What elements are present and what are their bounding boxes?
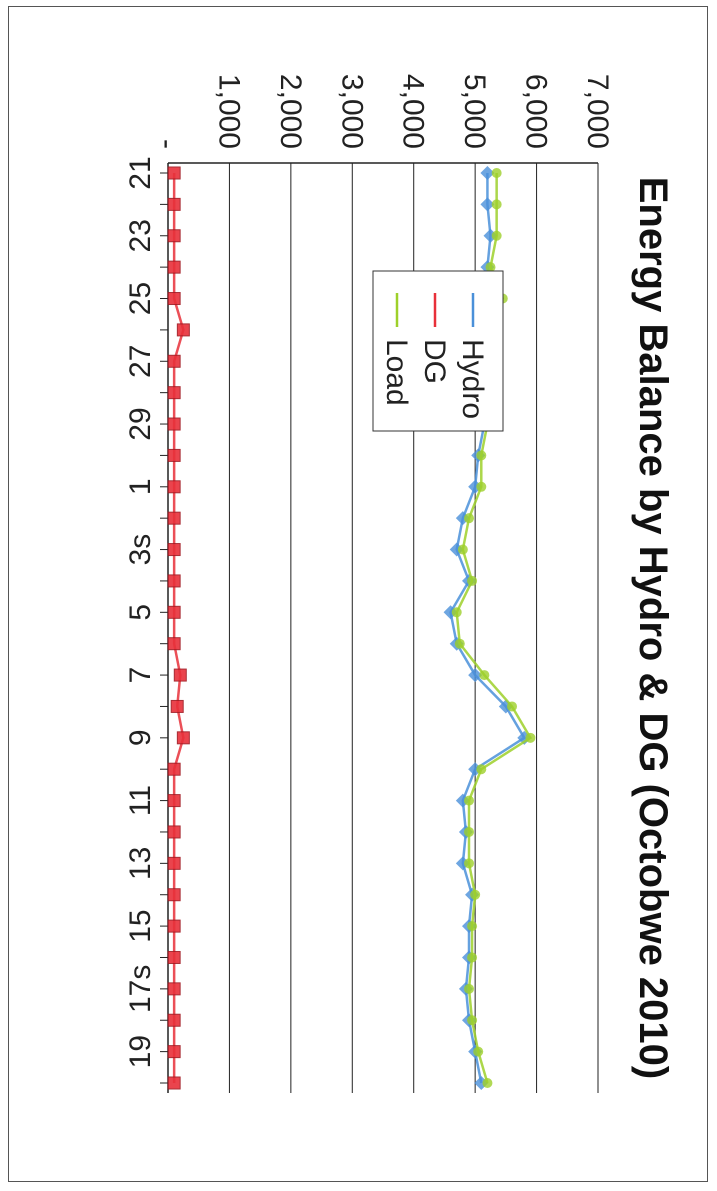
x-tick-label: 11 <box>124 785 157 816</box>
legend-item: Load <box>380 293 413 406</box>
data-point-load <box>464 826 474 837</box>
x-tick-label: 9 <box>124 729 157 746</box>
data-point-dg <box>167 794 181 808</box>
x-tick-label: 3s <box>124 534 157 566</box>
data-point-dg <box>167 762 181 776</box>
y-tick-label: 1,000 <box>212 74 245 149</box>
data-point-load <box>470 889 481 900</box>
data-point-dg <box>167 260 181 274</box>
data-point-dg <box>167 354 181 368</box>
legend-label: Load <box>380 339 413 406</box>
x-tick-label: 15 <box>124 909 157 942</box>
data-point-dg <box>167 1013 181 1027</box>
data-point-dg <box>167 417 181 431</box>
data-point-dg <box>167 511 181 525</box>
x-tick-label: 29 <box>124 407 157 440</box>
data-point-load <box>464 858 474 869</box>
data-point-dg <box>167 825 181 839</box>
x-tick-label: 19 <box>124 1035 157 1068</box>
data-point-load <box>507 701 517 712</box>
x-tick-label: 27 <box>124 345 157 378</box>
data-point-load <box>467 952 478 963</box>
y-tick-label: 4,000 <box>397 74 430 149</box>
data-point-load <box>467 575 478 586</box>
data-point-load <box>525 732 536 743</box>
y-tick-label: 6,000 <box>520 74 553 149</box>
data-point-load <box>473 1046 484 1057</box>
data-point-dg <box>170 699 184 713</box>
chart-frame <box>8 6 708 1182</box>
legend-item: DG <box>418 293 451 384</box>
x-tick-label: 7 <box>124 667 157 684</box>
data-point-dg <box>167 982 181 996</box>
data-point-hydro <box>468 668 483 683</box>
data-point-load <box>491 168 502 178</box>
data-point-dg <box>167 888 181 902</box>
data-point-dg <box>167 166 181 180</box>
y-tick-label: - <box>151 139 184 149</box>
data-point-dg <box>167 950 181 964</box>
data-point-dg <box>167 919 181 933</box>
data-point-dg <box>167 480 181 494</box>
data-point-dg <box>167 1076 181 1090</box>
data-point-load <box>464 983 474 994</box>
data-point-load <box>491 199 502 210</box>
series-dg <box>167 166 190 1090</box>
legend-item: Hydro <box>456 293 489 419</box>
data-point-load <box>457 544 468 555</box>
data-point-dg <box>167 229 181 243</box>
y-tick-label: 2,000 <box>274 74 307 149</box>
data-point-load <box>485 262 496 273</box>
data-point-load <box>467 1015 478 1026</box>
x-tick-label: 25 <box>124 282 157 315</box>
data-point-load <box>454 638 465 649</box>
x-tick-label: 1 <box>124 478 157 495</box>
data-point-load <box>464 795 474 806</box>
y-tick-label: 3,000 <box>335 74 368 149</box>
y-tick-label: 5,000 <box>458 74 491 149</box>
data-point-dg <box>167 448 181 462</box>
data-point-load <box>476 481 487 492</box>
data-point-load <box>476 764 487 775</box>
plot-area: 21 23 25 27 29 1 3s 5 7 9 11 13 15 17s 19 <box>124 156 599 1093</box>
chart-title: Energy Balance by Hydro & DG (Octobwe 20… <box>631 177 675 1079</box>
legend-label: DG <box>418 339 451 384</box>
data-point-dg <box>167 637 181 651</box>
legend-label: Hydro <box>456 339 489 419</box>
x-tick-label: 21 <box>124 156 157 189</box>
data-point-load <box>476 450 487 461</box>
data-point-load <box>482 1078 493 1088</box>
data-point-dg <box>167 292 181 306</box>
data-point-dg <box>176 731 190 745</box>
data-point-load <box>491 230 502 241</box>
x-tick-label: 17s <box>124 965 157 1013</box>
data-point-dg <box>176 323 190 337</box>
data-point-dg <box>167 856 181 870</box>
data-point-dg <box>167 605 181 619</box>
x-tick-label: 13 <box>124 847 157 880</box>
data-point-dg <box>167 386 181 400</box>
data-point-load <box>467 921 478 932</box>
series-line-dg <box>172 173 185 1083</box>
data-point-dg <box>167 197 181 211</box>
data-point-dg <box>173 668 187 682</box>
x-tick-label: 5 <box>124 604 157 621</box>
data-point-load <box>464 513 474 524</box>
data-point-dg <box>167 1045 181 1059</box>
y-tick-label: 7,000 <box>581 74 614 149</box>
x-tick-label: 23 <box>124 219 157 252</box>
data-point-load <box>451 607 462 618</box>
legend-box <box>372 270 504 432</box>
data-point-load <box>479 670 490 681</box>
data-point-dg <box>167 543 181 557</box>
data-point-dg <box>167 574 181 588</box>
